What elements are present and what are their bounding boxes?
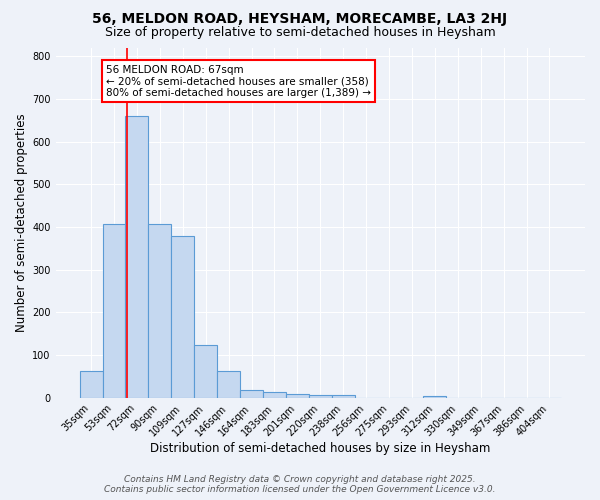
Y-axis label: Number of semi-detached properties: Number of semi-detached properties (15, 114, 28, 332)
Bar (424, 396, 446, 398)
Bar (217, 371, 240, 398)
Bar (148, 224, 171, 398)
Bar (286, 394, 309, 398)
Bar (80, 371, 103, 398)
Bar (309, 394, 332, 398)
Text: 56 MELDON ROAD: 67sqm
← 20% of semi-detached houses are smaller (358)
80% of sem: 56 MELDON ROAD: 67sqm ← 20% of semi-deta… (106, 64, 371, 98)
Bar (332, 395, 355, 398)
Text: 56, MELDON ROAD, HEYSHAM, MORECAMBE, LA3 2HJ: 56, MELDON ROAD, HEYSHAM, MORECAMBE, LA3… (92, 12, 508, 26)
Bar (263, 392, 286, 398)
Bar (125, 116, 148, 398)
Text: Size of property relative to semi-detached houses in Heysham: Size of property relative to semi-detach… (104, 26, 496, 39)
Bar (171, 236, 194, 398)
Bar (194, 344, 217, 398)
Text: Contains HM Land Registry data © Crown copyright and database right 2025.
Contai: Contains HM Land Registry data © Crown c… (104, 474, 496, 494)
X-axis label: Distribution of semi-detached houses by size in Heysham: Distribution of semi-detached houses by … (150, 442, 490, 455)
Bar (240, 390, 263, 398)
Bar (103, 224, 125, 398)
